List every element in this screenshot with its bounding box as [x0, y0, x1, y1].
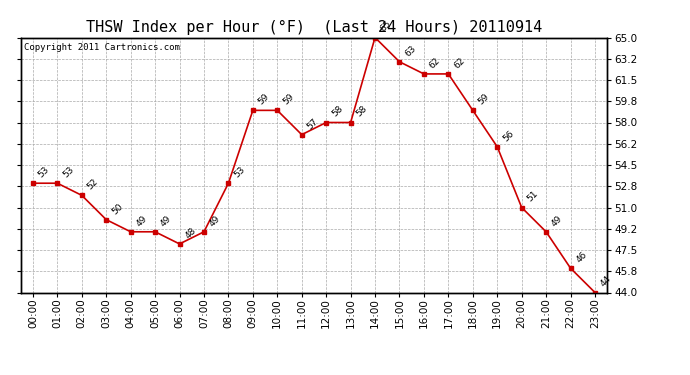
- Text: 53: 53: [61, 165, 75, 180]
- Text: 51: 51: [525, 189, 540, 204]
- Text: 53: 53: [37, 165, 51, 180]
- Title: THSW Index per Hour (°F)  (Last 24 Hours) 20110914: THSW Index per Hour (°F) (Last 24 Hours)…: [86, 20, 542, 35]
- Text: 59: 59: [281, 92, 295, 107]
- Text: 58: 58: [330, 104, 344, 119]
- Text: 50: 50: [110, 201, 124, 216]
- Text: 56: 56: [501, 129, 515, 143]
- Text: 49: 49: [159, 214, 173, 228]
- Text: 62: 62: [428, 56, 442, 70]
- Text: 59: 59: [477, 92, 491, 107]
- Text: 62: 62: [452, 56, 466, 70]
- Text: 52: 52: [86, 177, 100, 192]
- Text: 58: 58: [354, 104, 368, 119]
- Text: 49: 49: [135, 214, 149, 228]
- Text: 57: 57: [306, 117, 320, 131]
- Text: 46: 46: [574, 250, 589, 265]
- Text: 59: 59: [257, 92, 271, 107]
- Text: 65: 65: [379, 20, 393, 34]
- Text: 49: 49: [550, 214, 564, 228]
- Text: 63: 63: [403, 44, 417, 58]
- Text: 53: 53: [232, 165, 246, 180]
- Text: 44: 44: [599, 274, 613, 289]
- Text: Copyright 2011 Cartronics.com: Copyright 2011 Cartronics.com: [23, 43, 179, 52]
- Text: 49: 49: [208, 214, 222, 228]
- Text: 48: 48: [184, 226, 197, 240]
